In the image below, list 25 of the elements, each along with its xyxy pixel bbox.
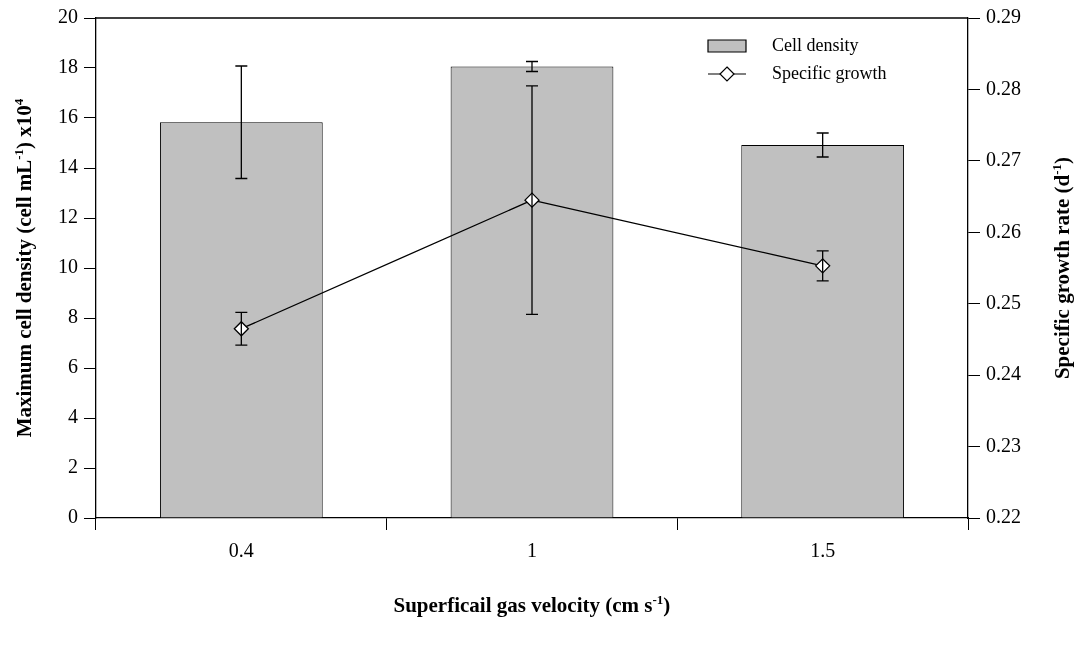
y2-tick-label: 0.27 <box>986 148 1021 171</box>
y2-tick-label: 0.28 <box>986 76 1021 99</box>
y-tick-label: 8 <box>68 305 78 328</box>
y2-tick-label: 0.26 <box>986 219 1021 242</box>
y2-tick-label: 0.29 <box>986 5 1021 28</box>
y2-tick-label: 0.23 <box>986 433 1021 456</box>
y-tick-label: 2 <box>68 455 78 478</box>
x-tick-label: 1 <box>527 539 537 562</box>
y-tick-label: 0 <box>68 505 78 528</box>
y-tick-label: 10 <box>58 255 78 278</box>
y-tick-label: 18 <box>58 55 78 78</box>
y2-tick-label: 0.25 <box>986 290 1021 313</box>
y-tick-label: 16 <box>58 105 78 128</box>
y-tick-label: 14 <box>58 155 78 178</box>
legend-label: Cell density <box>772 34 859 55</box>
legend-label: Specific growth <box>772 62 887 83</box>
x-tick-label: 0.4 <box>228 539 254 562</box>
y2-tick-label: 0.24 <box>986 362 1021 385</box>
y-tick-label: 12 <box>58 205 78 228</box>
y-tick-label: 20 <box>58 5 78 28</box>
x-axis-title: Superficail gas velocity (cm s$^{-1}$) <box>393 592 671 618</box>
x-tick-label: 1.5 <box>810 539 836 562</box>
y-tick-label: 4 <box>68 405 78 428</box>
y-tick-label: 6 <box>68 355 78 378</box>
y2-tick-label: 0.22 <box>986 505 1021 528</box>
